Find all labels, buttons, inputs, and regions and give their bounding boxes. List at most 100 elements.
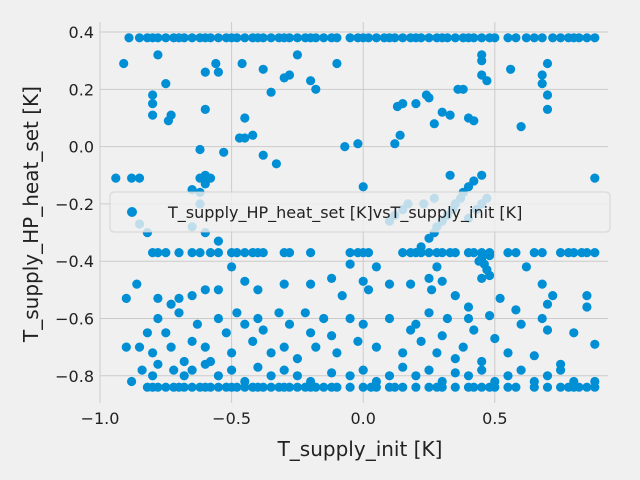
data-point <box>266 87 276 97</box>
y-tick-label: −0.2 <box>55 195 94 214</box>
x-tick-label: −0.5 <box>212 409 251 428</box>
data-point <box>569 248 579 258</box>
data-point <box>213 371 223 381</box>
data-point <box>542 371 553 381</box>
data-point <box>485 250 495 261</box>
data-point <box>537 279 547 289</box>
data-point <box>358 276 368 286</box>
data-point <box>450 382 460 392</box>
data-point <box>319 33 329 43</box>
data-point <box>574 33 584 43</box>
y-tick-label: 0.2 <box>69 80 94 99</box>
data-point <box>511 33 521 43</box>
x-tick-label: 0.0 <box>350 409 375 428</box>
data-point <box>142 328 152 338</box>
data-point <box>411 319 421 329</box>
data-point <box>371 382 381 392</box>
data-point <box>221 328 231 338</box>
data-point <box>582 291 592 301</box>
data-point <box>358 365 368 375</box>
data-point <box>169 365 179 375</box>
data-point <box>469 248 479 258</box>
data-point <box>121 342 131 352</box>
data-point <box>548 33 558 43</box>
data-point <box>148 348 158 358</box>
y-tick-label: −0.4 <box>55 252 94 271</box>
data-point <box>450 291 460 301</box>
data-point <box>148 99 158 109</box>
data-point <box>516 319 526 329</box>
data-point <box>134 33 145 43</box>
data-point <box>358 319 368 329</box>
data-point <box>200 67 210 77</box>
data-point <box>371 33 381 43</box>
data-point <box>119 58 129 69</box>
data-point <box>274 308 284 318</box>
data-point <box>284 248 295 258</box>
data-point <box>371 342 381 352</box>
data-point <box>227 365 237 375</box>
data-point <box>266 382 276 392</box>
data-point <box>398 248 408 258</box>
data-point <box>542 325 553 335</box>
data-point <box>179 33 189 43</box>
data-point <box>187 382 197 392</box>
data-point <box>363 285 374 295</box>
data-point <box>219 147 229 157</box>
data-point <box>463 302 474 312</box>
data-point <box>153 293 163 303</box>
data-point <box>127 173 137 183</box>
data-point <box>345 259 355 269</box>
data-point <box>437 331 447 341</box>
data-point <box>213 285 223 295</box>
data-point <box>485 270 495 281</box>
data-point <box>574 382 584 392</box>
data-point <box>511 382 521 392</box>
data-point <box>437 248 447 258</box>
data-point <box>258 325 268 335</box>
data-point <box>284 33 295 43</box>
data-point <box>227 348 237 358</box>
data-point <box>384 371 395 381</box>
data-point <box>390 33 400 43</box>
data-point <box>174 248 184 258</box>
legend-box <box>109 191 611 233</box>
data-point <box>521 33 532 43</box>
data-point <box>450 248 460 258</box>
data-point <box>232 33 242 43</box>
data-point <box>240 113 250 123</box>
data-point <box>463 371 474 381</box>
data-point <box>427 285 437 295</box>
data-point <box>477 56 487 66</box>
data-point <box>306 76 316 86</box>
data-point <box>319 313 329 324</box>
data-point <box>187 33 197 43</box>
data-point <box>437 382 447 392</box>
data-point <box>134 342 145 352</box>
data-point <box>148 90 158 100</box>
data-point <box>390 382 400 392</box>
data-point <box>332 382 342 392</box>
data-point <box>266 371 276 381</box>
data-point <box>179 356 189 367</box>
data-point <box>327 368 337 378</box>
data-point <box>398 362 408 372</box>
data-point <box>200 179 210 189</box>
data-point <box>511 248 521 258</box>
data-point <box>161 328 171 338</box>
data-point <box>137 365 147 375</box>
data-point <box>179 382 189 392</box>
data-point <box>279 342 289 352</box>
data-point <box>306 328 316 338</box>
data-point <box>248 336 258 346</box>
data-point <box>300 308 310 318</box>
data-point <box>445 110 455 120</box>
data-point <box>398 348 408 358</box>
data-point <box>556 365 566 375</box>
data-point <box>506 64 516 74</box>
x-tick-label: 0.5 <box>482 409 507 428</box>
data-point <box>477 170 487 180</box>
data-point <box>511 305 521 315</box>
data-point <box>416 248 426 258</box>
